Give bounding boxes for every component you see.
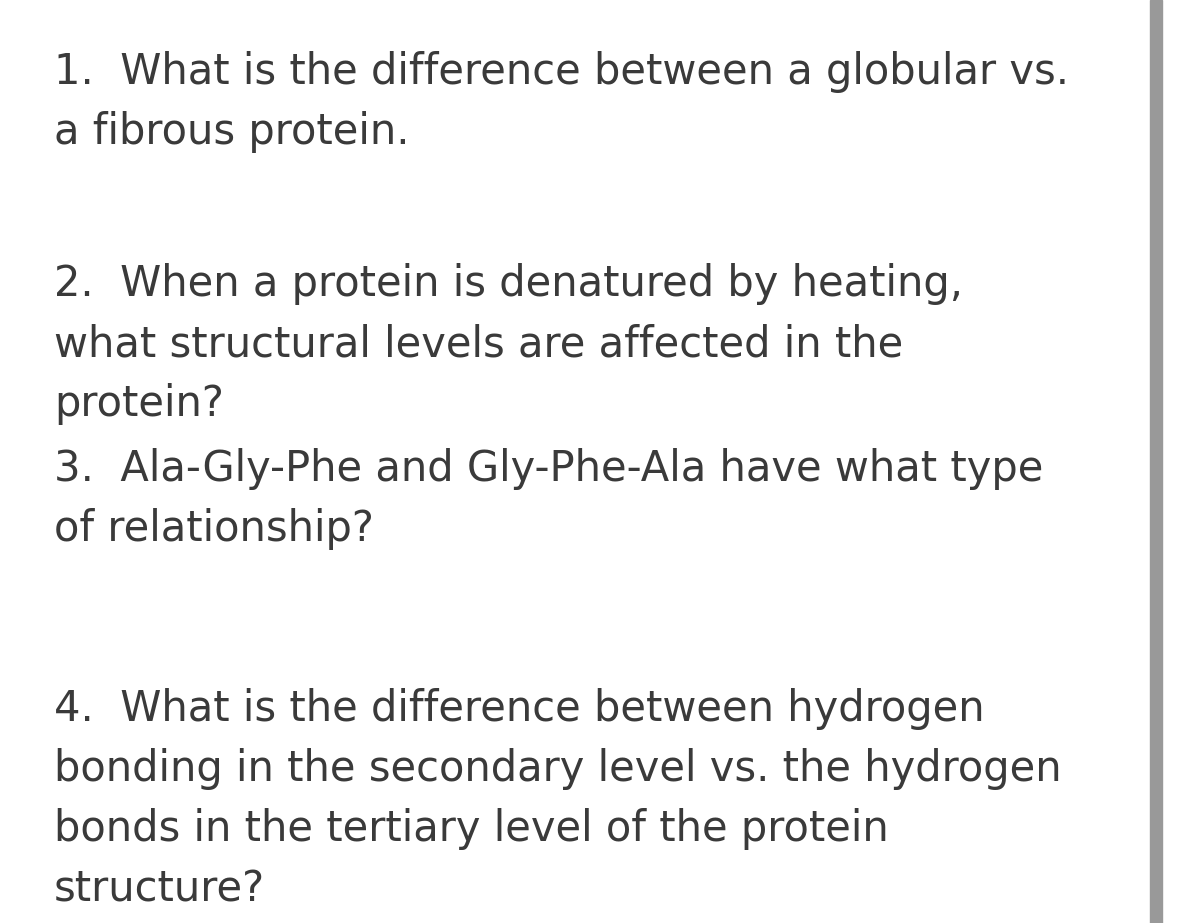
Text: 2.  When a protein is denatured by heating,
what structural levels are affected : 2. When a protein is denatured by heatin… xyxy=(54,263,964,426)
Text: 4.  What is the difference between hydrogen
bonding in the secondary level vs. t: 4. What is the difference between hydrog… xyxy=(54,688,1062,910)
Text: 1.  What is the difference between a globular vs.
a fibrous protein.: 1. What is the difference between a glob… xyxy=(54,51,1069,153)
Bar xyxy=(1150,0,1162,923)
Text: 3.  Ala-Gly-Phe and Gly-Phe-Ala have what type
of relationship?: 3. Ala-Gly-Phe and Gly-Phe-Ala have what… xyxy=(54,448,1043,550)
